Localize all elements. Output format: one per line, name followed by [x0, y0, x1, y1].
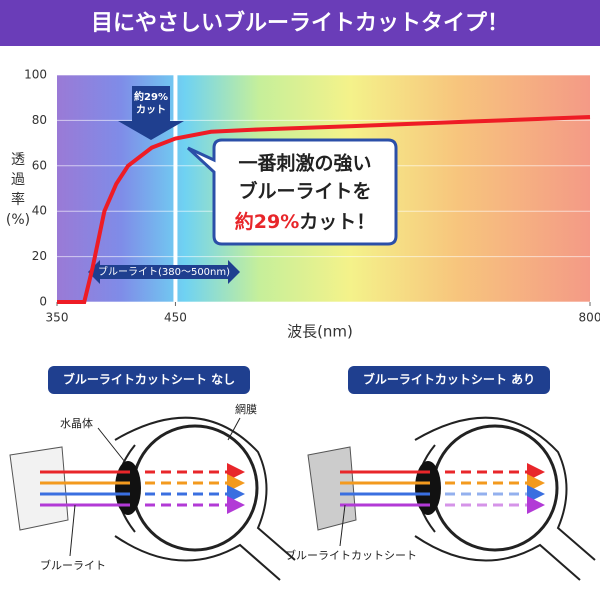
- eyeball: [131, 424, 259, 552]
- leader: [97, 427, 126, 463]
- lens: [415, 461, 441, 515]
- x-tick-label: 350: [46, 311, 69, 325]
- callout-line: 一番刺激の強い: [238, 152, 371, 175]
- callout-highlight: 約29%: [235, 210, 299, 233]
- x-axis-label: 波長(nm): [287, 323, 353, 341]
- x-tick-label: 450: [164, 311, 187, 325]
- panel-label-box: [48, 366, 250, 394]
- page-title: 目にやさしいブルーライトカットタイプ！: [91, 10, 509, 36]
- y-tick-label: 20: [32, 249, 47, 263]
- callout-line: 約29%カット！: [235, 210, 376, 233]
- cut-label: カット: [136, 104, 166, 116]
- y-tick-label: 0: [39, 295, 47, 309]
- lens: [115, 461, 141, 515]
- eye-shell: [114, 416, 296, 581]
- leader: [339, 504, 346, 547]
- cut-label: 約29%: [134, 90, 168, 103]
- light-source: [9, 446, 69, 531]
- panel-label-box: [348, 366, 550, 394]
- band-arrow: [88, 260, 240, 284]
- light-label: ブルーライト: [40, 558, 106, 572]
- y-tick-label: 40: [32, 204, 47, 218]
- leader: [227, 417, 241, 441]
- sheet-label: ブルーライトカットシート: [285, 548, 417, 562]
- y-tick-label: 100: [24, 68, 47, 82]
- retina-label: 網膜: [235, 402, 257, 416]
- y-axis-label: (%): [6, 212, 30, 228]
- data-line: [57, 114, 591, 304]
- lens-label: 水晶体: [60, 416, 93, 430]
- panel-label: ブルーライトカットシート なし: [63, 372, 235, 387]
- callout-box: [186, 138, 398, 246]
- x-tick-label: 800: [579, 311, 600, 325]
- callout-line: ブルーライトを: [238, 180, 371, 203]
- eye-shell: [414, 416, 596, 581]
- cut-sheet: [307, 446, 357, 531]
- leader: [69, 504, 76, 557]
- y-axis-label: 過: [11, 172, 25, 188]
- y-axis-label: 透: [11, 152, 25, 168]
- cut-arrow: [118, 86, 184, 140]
- y-tick-label: 80: [32, 113, 47, 127]
- callout-tail: カット！: [299, 211, 375, 233]
- panel-label: ブルーライトカットシート あり: [363, 372, 535, 387]
- y-axis-label: 率: [11, 191, 25, 208]
- y-tick-label: 60: [32, 158, 47, 172]
- band-label: ブルーライト(380〜500nm): [98, 265, 230, 278]
- chart: 0 20 40 60 80 100 350 450 800 波長(nm) 透過率 (%) ブルーライト(…: [6, 68, 600, 341]
- header-bar: [0, 0, 600, 46]
- eyeball: [431, 424, 559, 552]
